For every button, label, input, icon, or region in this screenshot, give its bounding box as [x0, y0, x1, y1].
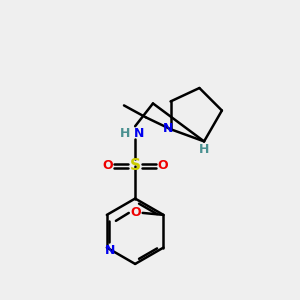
Text: H: H — [120, 127, 130, 140]
Text: O: O — [102, 159, 113, 172]
Text: O: O — [158, 159, 168, 172]
Text: S: S — [130, 158, 141, 173]
Text: N: N — [134, 127, 144, 140]
Text: N: N — [162, 122, 173, 135]
Text: N: N — [105, 244, 116, 256]
Text: O: O — [130, 206, 141, 219]
Text: H: H — [199, 143, 209, 156]
